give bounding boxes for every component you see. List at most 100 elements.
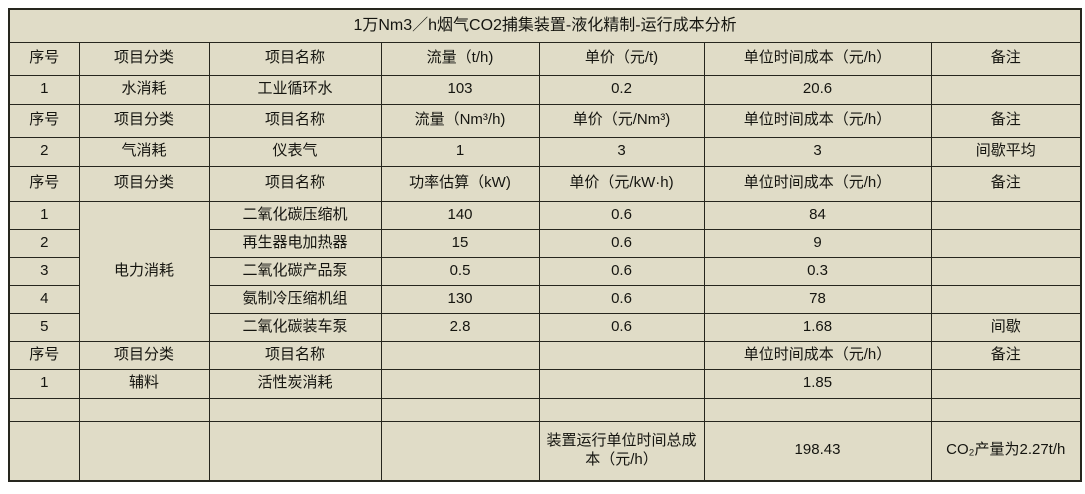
table-cell: 4: [8, 284, 80, 314]
table-cell: [930, 74, 1082, 105]
table-cell: [538, 368, 705, 399]
aux-data-row: 1 辅料 活性炭消耗 1.85: [8, 368, 1082, 399]
table-cell: 辅料: [78, 368, 210, 399]
co2-output-note-cell: CO₂产量为2.27t/h: [930, 420, 1082, 482]
column-header-price: 单价（元/Nm³): [538, 103, 705, 138]
column-header-price: 单价（元/kW·h): [538, 165, 705, 202]
table-cell: [538, 397, 705, 422]
table-cell: [78, 420, 210, 482]
cost-analysis-table: 1万Nm3／h烟气CO2捕集装置-液化精制-运行成本分析 序号 项目分类 项目名…: [8, 8, 1083, 482]
table-cell: 0.3: [703, 256, 932, 286]
table-cell: [930, 200, 1082, 230]
column-header-price: 单价（元/t): [538, 41, 705, 76]
table-cell: 2.8: [380, 312, 540, 342]
table-cell: [930, 228, 1082, 258]
table-cell: [8, 397, 80, 422]
table-cell: [78, 397, 210, 422]
table-cell: 5: [8, 312, 80, 342]
gas-data-row: 2 气消耗 仪表气 1 3 3 间歇平均: [8, 136, 1082, 167]
column-header-seq: 序号: [8, 103, 80, 138]
table-cell: [930, 397, 1082, 422]
column-header-note: 备注: [930, 165, 1082, 202]
water-header-row: 序号 项目分类 项目名称 流量（t/h) 单价（元/t) 单位时间成本（元/h）…: [8, 41, 1082, 76]
column-header-note: 备注: [930, 340, 1082, 370]
table-cell: 20.6: [703, 74, 932, 105]
table-cell: 0.6: [538, 284, 705, 314]
column-header-name: 项目名称: [208, 340, 382, 370]
column-header-flow: 流量（Nm³/h): [380, 103, 540, 138]
table-cell: [208, 420, 382, 482]
column-header-name: 项目名称: [208, 41, 382, 76]
table-cell: 气消耗: [78, 136, 210, 167]
column-header-cost: 单位时间成本（元/h）: [703, 103, 932, 138]
empty-row: [8, 397, 1082, 422]
power-data-row: 3 二氧化碳产品泵 0.5 0.6 0.3: [8, 256, 1082, 286]
column-header-category: 项目分类: [78, 41, 210, 76]
table-cell: [538, 340, 705, 370]
table-cell: [930, 368, 1082, 399]
table-cell: 9: [703, 228, 932, 258]
table-cell: [208, 397, 382, 422]
table-cell: 0.5: [380, 256, 540, 286]
table-cell: [703, 397, 932, 422]
table-cell: [8, 420, 80, 482]
table-cell: 0.6: [538, 256, 705, 286]
column-header-cost: 单位时间成本（元/h）: [703, 340, 932, 370]
table-cell: 1: [8, 368, 80, 399]
table-cell: [380, 368, 540, 399]
column-header-power: 功率估算（kW): [380, 165, 540, 202]
table-cell: 103: [380, 74, 540, 105]
column-header-name: 项目名称: [208, 103, 382, 138]
table-cell: 3: [703, 136, 932, 167]
merged-category-cell: 电力消耗: [78, 200, 210, 342]
water-data-row: 1 水消耗 工业循环水 103 0.2 20.6: [8, 74, 1082, 105]
column-header-cost: 单位时间成本（元/h）: [703, 41, 932, 76]
gas-header-row: 序号 项目分类 项目名称 流量（Nm³/h) 单价（元/Nm³) 单位时间成本（…: [8, 103, 1082, 138]
table-cell: 3: [8, 256, 80, 286]
aux-header-row: 序号 项目分类 项目名称 单位时间成本（元/h） 备注: [8, 340, 1082, 370]
table-cell: 0.6: [538, 312, 705, 342]
table-cell: 二氧化碳压缩机: [208, 200, 382, 230]
column-header-category: 项目分类: [78, 165, 210, 202]
column-header-seq: 序号: [8, 340, 80, 370]
column-header-category: 项目分类: [78, 340, 210, 370]
column-header-cost: 单位时间成本（元/h）: [703, 165, 932, 202]
column-header-seq: 序号: [8, 41, 80, 76]
column-header-seq: 序号: [8, 165, 80, 202]
column-header-category: 项目分类: [78, 103, 210, 138]
table-cell: 3: [538, 136, 705, 167]
table-cell: 间歇平均: [930, 136, 1082, 167]
table-cell: 仪表气: [208, 136, 382, 167]
table-cell: 1.68: [703, 312, 932, 342]
table-title: 1万Nm3／h烟气CO2捕集装置-液化精制-运行成本分析: [8, 8, 1082, 43]
table-cell: 1.85: [703, 368, 932, 399]
table-cell: 间歇: [930, 312, 1082, 342]
table-cell: [930, 284, 1082, 314]
table-cell: 0.6: [538, 228, 705, 258]
column-header-note: 备注: [930, 103, 1082, 138]
title-row: 1万Nm3／h烟气CO2捕集装置-液化精制-运行成本分析: [8, 8, 1082, 43]
table-cell: 工业循环水: [208, 74, 382, 105]
table-cell: [380, 340, 540, 370]
table-cell: 1: [8, 200, 80, 230]
table-cell: 1: [380, 136, 540, 167]
table-cell: 2: [8, 136, 80, 167]
table-cell: [380, 420, 540, 482]
table-cell: 0.2: [538, 74, 705, 105]
table-cell: 78: [703, 284, 932, 314]
total-value-cell: 198.43: [703, 420, 932, 482]
table-cell: 2: [8, 228, 80, 258]
column-header-name: 项目名称: [208, 165, 382, 202]
total-row: 装置运行单位时间总成本（元/h） 198.43 CO₂产量为2.27t/h: [8, 420, 1082, 482]
table-cell: 氨制冷压缩机组: [208, 284, 382, 314]
power-header-row: 序号 项目分类 项目名称 功率估算（kW) 单价（元/kW·h) 单位时间成本（…: [8, 165, 1082, 202]
power-data-row: 1 电力消耗 二氧化碳压缩机 140 0.6 84: [8, 200, 1082, 342]
table-cell: 二氧化碳装车泵: [208, 312, 382, 342]
table-cell: 再生器电加热器: [208, 228, 382, 258]
table-cell: 140: [380, 200, 540, 230]
table-cell: 0.6: [538, 200, 705, 230]
table-cell: 二氧化碳产品泵: [208, 256, 382, 286]
table-cell: [380, 397, 540, 422]
total-label-cell: 装置运行单位时间总成本（元/h）: [538, 420, 705, 482]
table-cell: 15: [380, 228, 540, 258]
